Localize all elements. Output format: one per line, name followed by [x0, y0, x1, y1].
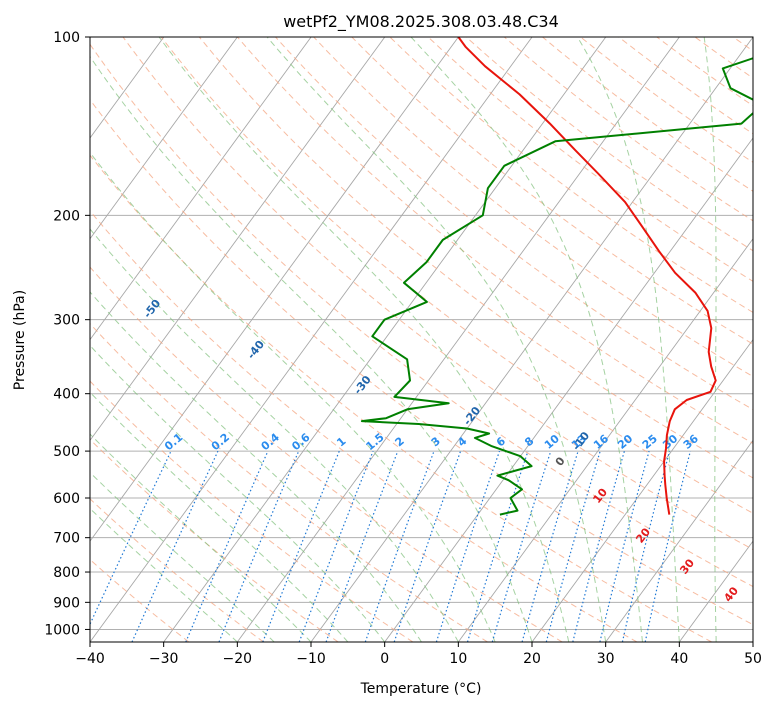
temperature-profile-line — [457, 37, 717, 515]
x-tick-label: 20 — [523, 651, 541, 667]
mixing-ratio-line — [599, 450, 650, 642]
dry-adiabat-line — [198, 37, 753, 479]
dry-adiabat-line — [90, 154, 712, 642]
moist-adiabat-line — [90, 291, 422, 642]
mixing-ratio-line — [185, 450, 269, 642]
mixing-ratio-line — [521, 450, 579, 642]
mixing-ratio-line — [435, 450, 501, 642]
x-tick-label: −10 — [296, 651, 326, 667]
x-tick-label: −20 — [223, 651, 253, 667]
y-tick-label: 500 — [53, 444, 80, 460]
profile-lines — [360, 37, 753, 516]
dry-adiabat-line — [160, 37, 753, 514]
mixing-ratio-line — [466, 450, 529, 642]
mixing-ratio-line — [491, 450, 552, 642]
dry-adiabat-line — [237, 37, 753, 445]
x-tick-label: 40 — [670, 651, 688, 667]
isotherm-line — [163, 37, 607, 642]
mixing-ratio-line — [218, 450, 300, 642]
isotherm-line — [457, 237, 753, 642]
moist-adiabat-line — [90, 151, 496, 642]
moist-adiabat-line — [410, 37, 643, 642]
moist-adiabat-line — [90, 507, 238, 642]
dry-adiabat-line — [503, 37, 753, 222]
moist-adiabat-line — [90, 471, 275, 642]
moist-adiabat-line — [266, 37, 607, 642]
x-tick-label: −40 — [75, 651, 105, 667]
y-tick-label: 900 — [53, 595, 80, 611]
dry-adiabat-line — [275, 37, 753, 411]
moist-adiabat-line — [90, 433, 312, 642]
mixing-ratio-line — [572, 450, 625, 642]
x-tick-label: 50 — [744, 651, 762, 667]
moist-adiabat-line — [577, 37, 680, 642]
moist-adiabat-line — [703, 37, 717, 642]
isotherm-line — [384, 137, 753, 642]
y-tick-label: 1000 — [44, 622, 80, 638]
isotherm-line — [531, 338, 753, 642]
moist-adiabat-line — [90, 391, 349, 642]
y-axis-label: Pressure (hPa) — [12, 290, 28, 390]
isotherm-line — [90, 37, 459, 542]
x-tick-label: 10 — [449, 651, 467, 667]
isotherm-line — [236, 37, 680, 642]
moist-adiabat-line — [90, 55, 533, 642]
isotherm-line — [90, 37, 386, 442]
dry-adiabat-line — [90, 98, 753, 626]
x-tick-label: 0 — [380, 651, 389, 667]
dry-adiabat-line — [90, 380, 414, 642]
dry-adiabat-line — [427, 37, 753, 282]
isotherm-line — [605, 439, 753, 642]
mixing-ratio-line — [393, 450, 462, 642]
axes: −40 −30 −20 −10 0 10 20 30 40 50 100 200 300 400 500 60… — [44, 30, 762, 667]
x-tick-label: −30 — [149, 651, 179, 667]
moist-adiabat-line — [158, 37, 570, 642]
dry-adiabat-line — [90, 43, 753, 588]
mixing-ratio-line — [131, 450, 219, 642]
x-axis-label: Temperature (°C) — [360, 681, 482, 697]
mixing-ratio-line — [545, 450, 601, 642]
dry-adiabat-line — [90, 322, 488, 642]
mixing-ratio-line — [644, 450, 691, 642]
y-tick-label: 800 — [53, 565, 80, 581]
mixing-ratio-line — [621, 450, 671, 642]
moist-adiabat-line — [90, 228, 459, 642]
plot-frame — [89, 36, 754, 643]
dewpoint-profile-line — [360, 57, 753, 516]
dry-adiabat-line — [122, 37, 753, 551]
y-tick-label: 600 — [53, 491, 80, 507]
x-tick-label: 30 — [597, 651, 615, 667]
y-tick-label: 200 — [53, 208, 80, 224]
isotherm-line — [90, 37, 533, 642]
moist-adiabat-line — [90, 344, 386, 642]
y-tick-label: 400 — [53, 387, 80, 403]
isotherm-line — [90, 37, 238, 240]
dry-adiabat-line — [90, 210, 638, 642]
y-tick-label: 700 — [53, 531, 80, 547]
dry-adiabat-line — [389, 37, 753, 313]
y-tick-label: 300 — [53, 313, 80, 329]
mixing-ratio-line — [364, 450, 435, 642]
y-tick-label: 100 — [53, 30, 80, 46]
chart-title: wetPf2_YM08.2025.308.03.48.C34 — [283, 12, 559, 32]
mixing-ratio-line — [90, 450, 172, 626]
dry-adiabat-line — [90, 498, 264, 642]
